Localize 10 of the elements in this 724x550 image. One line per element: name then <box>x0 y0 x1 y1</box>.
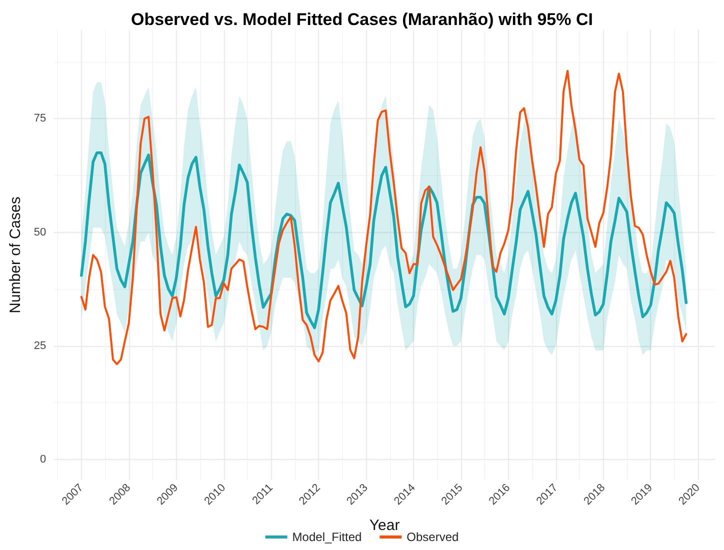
legend-label: Observed <box>406 530 459 544</box>
chart-title: Observed vs. Model Fitted Cases (Maranhão) with 95% CI <box>131 10 593 29</box>
y-tick-label: 75 <box>34 112 46 125</box>
y-tick-label: 25 <box>34 340 46 352</box>
y-axis-title: Number of Cases <box>7 196 24 314</box>
y-tick-label: 50 <box>34 226 46 238</box>
y-tick-label: 0 <box>40 454 46 466</box>
line-series <box>80 151 688 330</box>
legend-label: Model_Fitted <box>292 530 362 544</box>
x-axis-title: Year <box>369 517 400 534</box>
